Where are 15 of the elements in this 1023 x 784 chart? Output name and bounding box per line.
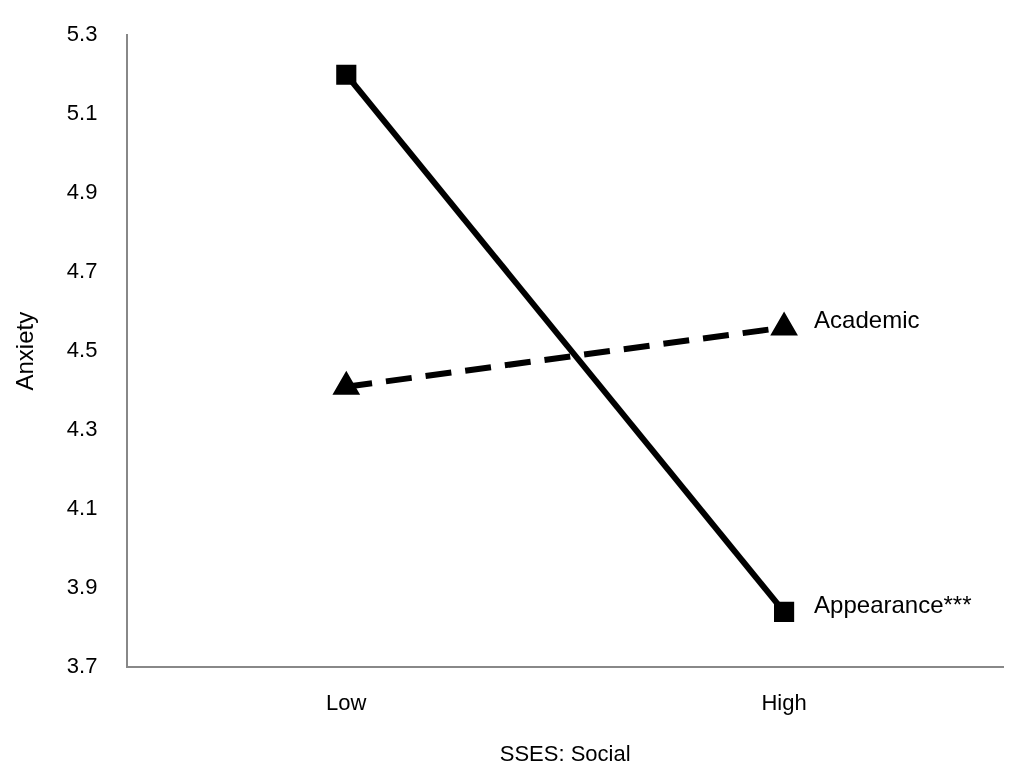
y-axis-title: Anxiety	[11, 311, 39, 391]
y-tick-label: 4.7	[66, 258, 98, 284]
y-tick-label: 4.9	[66, 179, 98, 205]
y-tick-label: 4.3	[66, 416, 98, 442]
series-label: Academic	[814, 306, 920, 334]
x-tick-label: High	[761, 690, 807, 716]
series-label: Appearance***	[814, 590, 972, 618]
y-tick-label: 4.5	[66, 337, 98, 363]
y-tick-label: 3.9	[66, 574, 98, 600]
y-tick-label: 5.1	[66, 100, 98, 126]
y-tick-label: 4.1	[66, 495, 98, 521]
y-tick-label: 5.3	[66, 21, 98, 47]
x-axis-title: SSES: Social	[499, 740, 631, 766]
y-tick-label: 3.7	[66, 653, 98, 679]
x-tick-label: Low	[326, 690, 367, 716]
